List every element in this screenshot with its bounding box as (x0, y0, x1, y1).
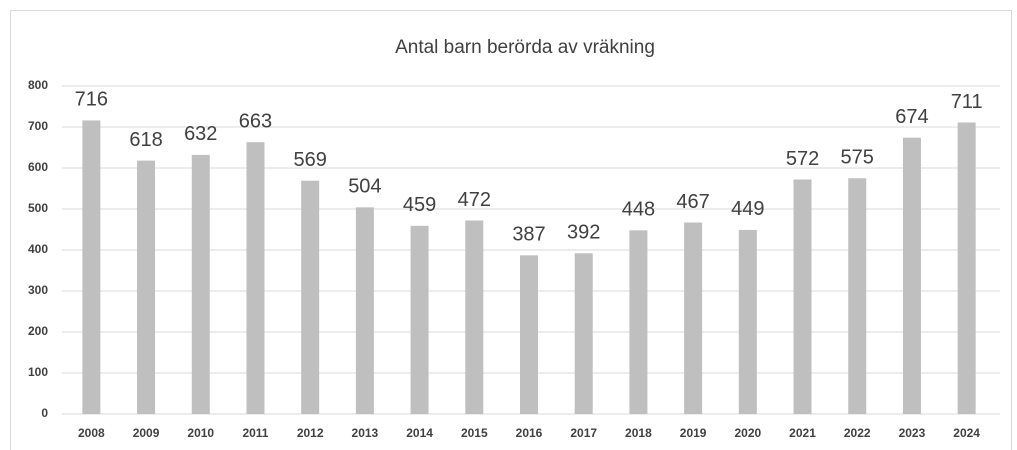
data-label: 472 (458, 189, 491, 211)
y-tick-label: 200 (28, 324, 48, 338)
x-tick-label: 2012 (297, 426, 324, 440)
bar (410, 225, 429, 414)
bar (301, 180, 320, 414)
data-label: 572 (786, 148, 819, 170)
data-label: 716 (75, 89, 108, 111)
y-tick-label: 800 (28, 78, 48, 92)
x-tick-label: 2014 (406, 426, 433, 440)
data-label: 632 (184, 123, 217, 145)
bar (738, 229, 757, 414)
bar (848, 178, 867, 414)
data-label: 449 (731, 198, 764, 220)
data-label: 387 (512, 224, 545, 246)
x-tick-label: 2011 (242, 426, 268, 440)
bar (82, 120, 101, 414)
bar (355, 207, 374, 414)
bar (574, 253, 593, 414)
bar (902, 137, 921, 414)
x-tick-label: 2017 (570, 426, 597, 440)
bar (191, 154, 210, 414)
data-label: 674 (895, 106, 928, 128)
data-label: 575 (841, 147, 874, 169)
y-tick-label: 400 (28, 242, 48, 256)
x-tick-label: 2010 (187, 426, 214, 440)
chart-title: Antal barn berörda av vräkning (395, 37, 655, 58)
x-tick-label: 2018 (625, 426, 652, 440)
bar (465, 220, 484, 414)
bar (137, 160, 156, 414)
x-tick-label: 2021 (789, 426, 816, 440)
data-label: 711 (951, 91, 983, 113)
x-tick-label: 2009 (133, 426, 160, 440)
data-label: 618 (129, 129, 162, 151)
x-tick-label: 2013 (352, 426, 379, 440)
data-label: 467 (676, 191, 709, 213)
data-label: 459 (403, 194, 436, 216)
bar (793, 179, 812, 414)
data-label: 504 (348, 176, 381, 198)
data-label: 569 (293, 149, 326, 171)
bar (684, 222, 703, 414)
x-tick-label: 2019 (680, 426, 707, 440)
x-tick-label: 2024 (953, 426, 980, 440)
bar (246, 142, 265, 415)
x-tick-label: 2022 (844, 426, 871, 440)
y-tick-label: 0 (41, 406, 48, 420)
bar (957, 122, 976, 415)
x-tick-label: 2015 (461, 426, 488, 440)
x-tick-label: 2023 (899, 426, 926, 440)
x-tick-label: 2008 (78, 426, 105, 440)
chart-border (10, 10, 1012, 450)
y-tick-label: 500 (28, 201, 48, 215)
data-label: 392 (567, 222, 600, 244)
data-label: 448 (622, 199, 655, 221)
data-label: 663 (239, 110, 272, 132)
bar (629, 230, 648, 414)
y-tick-label: 700 (28, 119, 48, 133)
y-tick-label: 300 (28, 283, 48, 297)
y-tick-label: 100 (28, 365, 48, 379)
bar (520, 255, 538, 414)
y-tick-label: 600 (28, 160, 48, 174)
x-tick-label: 2016 (516, 426, 543, 440)
x-tick-label: 2020 (734, 426, 761, 440)
